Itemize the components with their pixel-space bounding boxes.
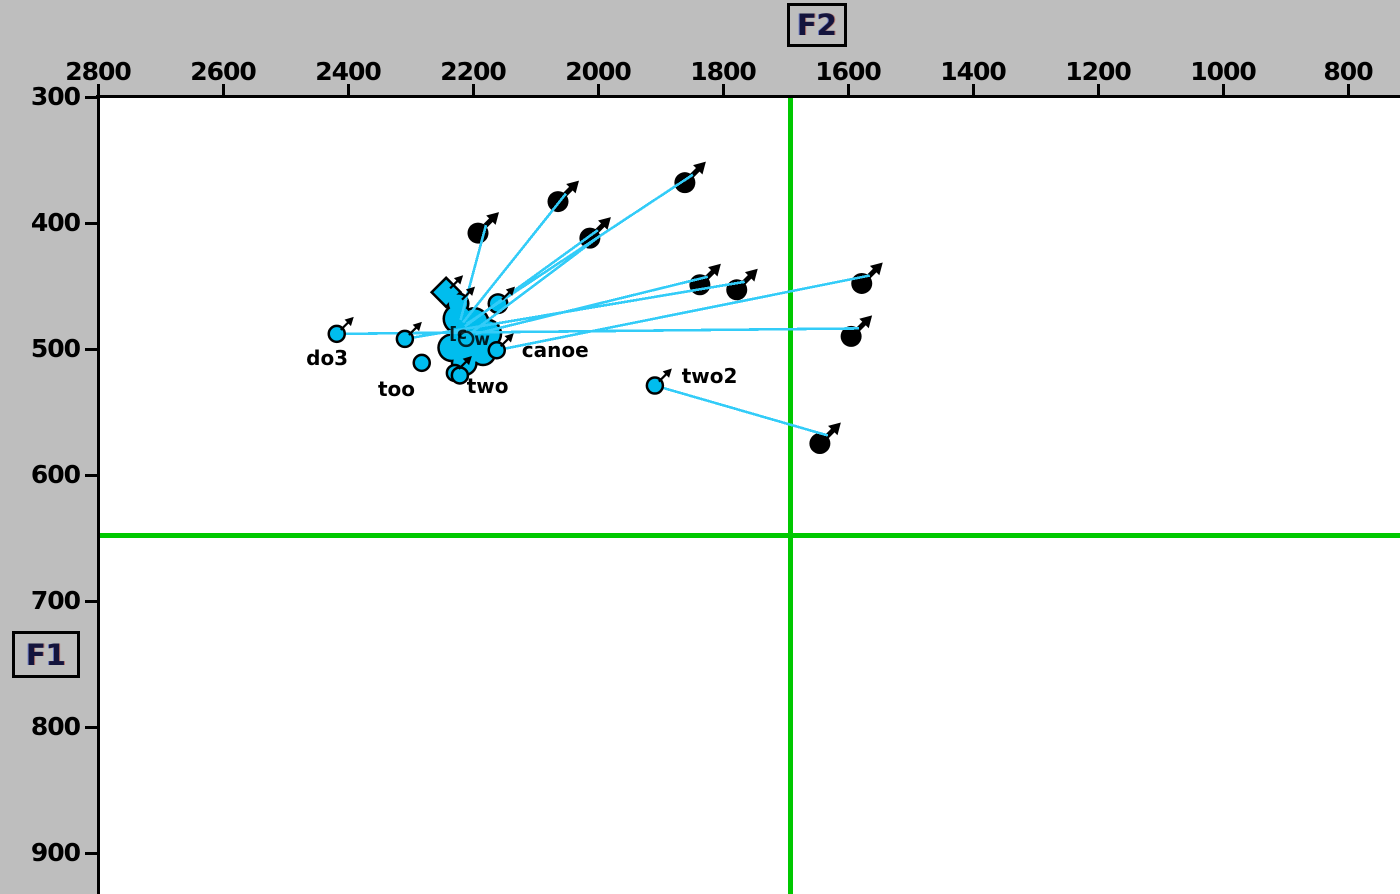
- x-tick: [97, 84, 100, 95]
- x-tick: [847, 84, 850, 95]
- point-arrow-icon: [339, 321, 350, 331]
- crosshair-vertical-line[interactable]: [787, 98, 793, 894]
- y-tick-label: 800: [30, 712, 81, 741]
- x-tick-label: 800: [1323, 57, 1373, 86]
- connection-line: [336, 327, 860, 336]
- connection-line: [654, 384, 829, 437]
- y-axis-title-box: F1: [12, 631, 80, 678]
- plot-area[interactable]: [100, 98, 1400, 894]
- y-tick-label: 500: [30, 334, 81, 363]
- male-symbol-arrowhead-icon: [744, 268, 758, 282]
- x-tick: [972, 84, 975, 95]
- x-tick-label: 1400: [940, 57, 1007, 86]
- data-point-unlabeled[interactable]: [412, 353, 431, 373]
- male-symbol-arrowhead-icon: [693, 161, 706, 175]
- x-tick: [1347, 84, 1350, 95]
- connection-line: [496, 274, 871, 352]
- x-tick-label: 2200: [440, 57, 507, 86]
- x-axis-line: [96, 95, 1400, 98]
- male-symbol-arrowhead-icon: [828, 422, 841, 436]
- male-symbol-arrowhead-icon: [859, 315, 873, 329]
- male-symbol-arrow-icon: [739, 274, 753, 287]
- y-tick: [85, 852, 97, 855]
- point-arrowhead-icon: [505, 286, 515, 296]
- y-tick: [85, 96, 97, 99]
- point-arrowhead-icon: [662, 368, 672, 378]
- x-tick: [722, 84, 725, 95]
- connection-line: [466, 173, 694, 325]
- y-tick: [85, 600, 97, 603]
- point-label-two: two: [466, 374, 509, 399]
- overlap-glyph: w: [474, 330, 490, 351]
- x-tick-label: 1600: [815, 57, 882, 86]
- y-tick-label: 900: [30, 838, 81, 867]
- point-arrow-icon: [461, 290, 471, 301]
- ring-marker: [457, 330, 475, 348]
- x-axis-title: F2: [797, 8, 837, 42]
- point-arrowhead-icon: [344, 316, 354, 327]
- data-point-unlabeled[interactable]: [450, 366, 470, 385]
- x-tick: [1097, 84, 1100, 95]
- x-tick-label: 2600: [190, 57, 257, 86]
- male-symbol-arrow-icon: [823, 427, 836, 441]
- connection-line: [475, 275, 709, 336]
- male-symbol-arrowhead-icon: [486, 212, 499, 225]
- x-tick: [1222, 84, 1225, 95]
- x-tick-label: 2800: [65, 57, 132, 86]
- point-arrow-icon: [658, 372, 668, 383]
- point-arrow-icon: [408, 326, 418, 336]
- x-tick: [472, 84, 475, 95]
- y-axis-title: F1: [26, 637, 66, 672]
- point-label-canoe: canoe: [521, 337, 589, 362]
- x-tick: [597, 84, 600, 95]
- x-tick-label: 2400: [315, 57, 382, 86]
- x-tick: [222, 84, 225, 95]
- y-tick-label: 400: [30, 208, 81, 237]
- crosshair-horizontal-line[interactable]: [100, 533, 1400, 539]
- point-label-two2: two2: [681, 364, 738, 389]
- x-tick-label: 2000: [565, 57, 632, 86]
- x-tick-label: 1000: [1190, 57, 1257, 86]
- x-tick-label: 1200: [1065, 57, 1132, 86]
- point-arrowhead-icon: [453, 275, 464, 285]
- point-arrowhead-icon: [462, 355, 472, 366]
- connection-line: [404, 280, 745, 341]
- y-tick: [85, 222, 97, 225]
- point-label-too: too: [378, 376, 416, 401]
- point-arrowhead-icon: [465, 286, 475, 296]
- y-axis-line: [97, 95, 100, 894]
- y-tick-label: 600: [30, 460, 81, 489]
- y-tick: [85, 474, 97, 477]
- male-symbol-arrow-icon: [854, 320, 867, 334]
- connection-line: [459, 224, 488, 321]
- y-tick-label: 300: [30, 82, 81, 111]
- x-tick-label: 1800: [690, 57, 757, 86]
- male-symbol-arrowhead-icon: [869, 262, 883, 276]
- y-tick: [85, 348, 97, 351]
- point-arrow-icon: [501, 290, 511, 301]
- y-tick: [85, 726, 97, 729]
- male-symbol-arrowhead-icon: [708, 263, 721, 277]
- point-label-do3: do3: [306, 346, 349, 371]
- point-arrow-icon: [458, 360, 468, 370]
- x-axis-title-box: F2: [787, 3, 847, 47]
- point-arrow-icon: [449, 279, 459, 290]
- male-symbol-arrowhead-icon: [566, 180, 579, 194]
- connection-line: [472, 234, 602, 333]
- male-symbol-arrowhead-icon: [598, 217, 611, 230]
- point-arrow-icon: [499, 337, 510, 348]
- x-tick: [347, 84, 350, 95]
- point-arrowhead-icon: [412, 321, 422, 332]
- connection-line: [461, 192, 568, 324]
- point-arrowhead-icon: [504, 333, 514, 343]
- overlap-glyph: [c: [449, 323, 468, 344]
- y-tick-label: 700: [30, 586, 81, 615]
